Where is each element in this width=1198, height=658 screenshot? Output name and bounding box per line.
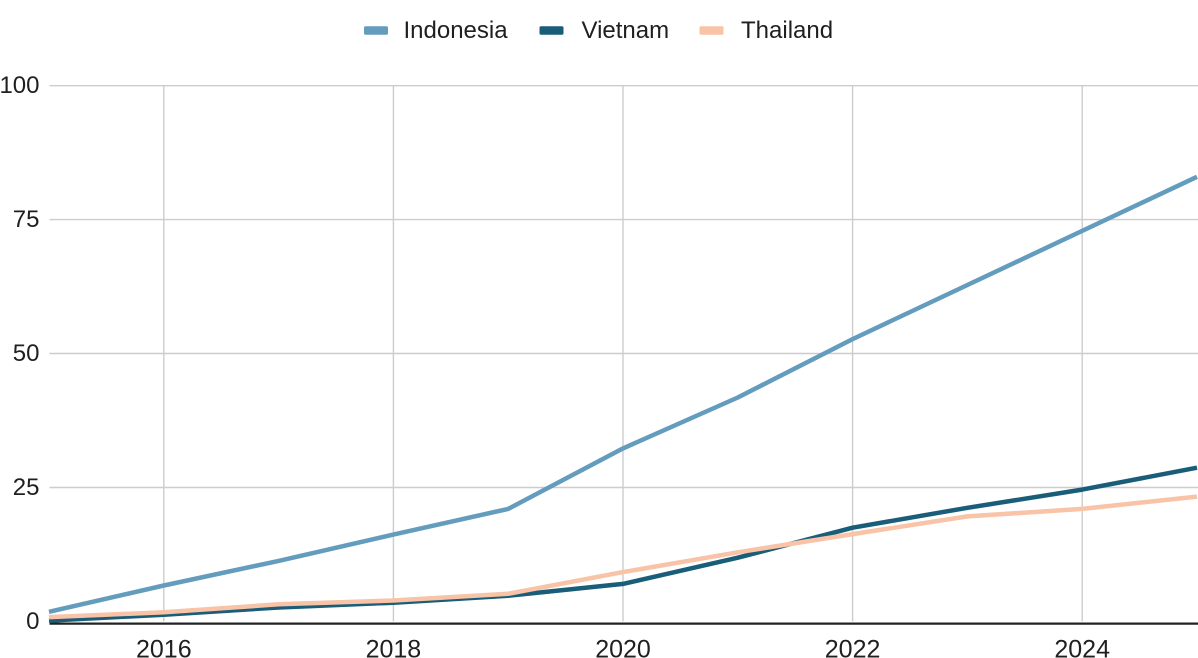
svg-text:2020: 2020	[595, 636, 651, 658]
svg-text:100: 100	[0, 72, 40, 99]
svg-text:0: 0	[26, 608, 39, 635]
svg-text:2022: 2022	[825, 636, 881, 658]
svg-text:2018: 2018	[366, 636, 422, 658]
svg-text:25: 25	[13, 474, 40, 501]
svg-text:Thailand: Thailand	[741, 17, 833, 44]
svg-text:Indonesia: Indonesia	[404, 17, 509, 44]
svg-text:2024: 2024	[1054, 636, 1110, 658]
svg-text:75: 75	[13, 206, 40, 233]
svg-text:2016: 2016	[136, 636, 192, 658]
svg-text:50: 50	[13, 340, 40, 367]
svg-text:Vietnam: Vietnam	[582, 17, 670, 44]
